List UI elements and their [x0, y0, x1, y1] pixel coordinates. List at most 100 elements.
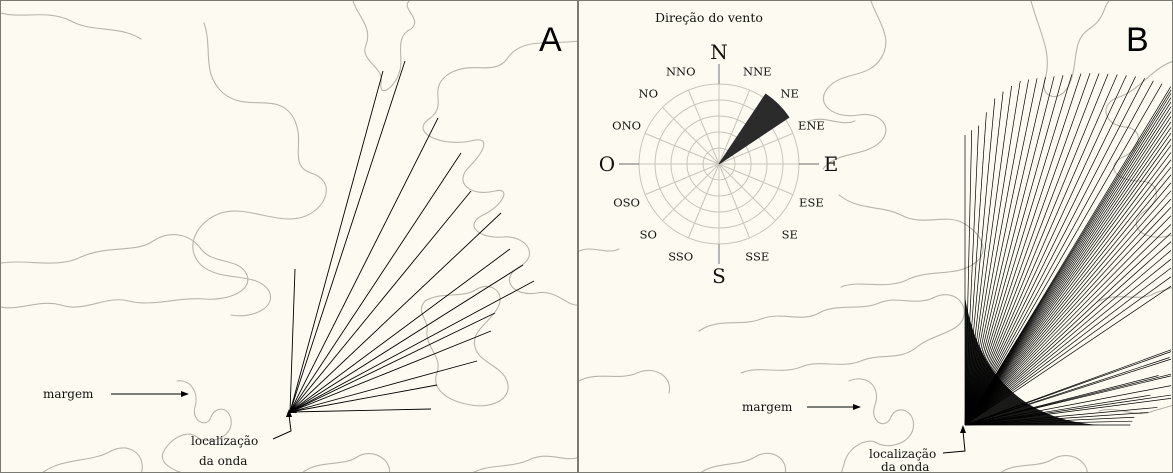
fetch-ray [289, 212, 502, 413]
fetch-ray [289, 248, 511, 413]
fetch-ray [289, 408, 432, 413]
fetch-ray [289, 152, 462, 413]
wind-direction-label-oso: OSO [613, 195, 640, 209]
fetch-ray [964, 116, 1172, 426]
wind-direction-label-s: S [712, 264, 726, 288]
wind-rose-labels: N NNE NE ENE E ESE SE SSE S SSO SO OSO O ONO NO NNO [599, 40, 839, 288]
wind-rose-title: Direção do vento [655, 10, 763, 25]
shoreline-left-a [1, 234, 249, 309]
fetch-ray [289, 117, 439, 413]
wave-location-label-line1-a: localização [191, 434, 258, 448]
panel-letter-a: A [539, 21, 562, 59]
fetch-ray [964, 111, 1172, 426]
wind-direction-label-sso: SSO [668, 249, 693, 263]
fetch-ray [964, 80, 1154, 426]
wind-direction-label-sse: SSE [745, 249, 769, 263]
fetch-ray-dense-base [965, 297, 1101, 425]
fetch-ray [289, 280, 535, 413]
fetch-ray [289, 264, 524, 413]
wave-location-label-line1-b: localização [869, 447, 936, 461]
wind-rose-spoke [662, 107, 720, 165]
shoreline-inlet-b [822, 1, 887, 170]
wind-direction-label-se: SE [782, 228, 798, 242]
fetch-ray [964, 132, 1172, 426]
wave-location-label-line2-a: da onda [199, 454, 247, 468]
wind-rose-spoke [644, 132, 720, 165]
wind-direction-label-nno: NNO [666, 65, 696, 79]
wind-rose-spoke [687, 89, 720, 165]
wind-rose-spoke [718, 132, 794, 165]
shoreline-inlet-a [192, 22, 327, 317]
wind-direction-label-o: O [599, 152, 615, 176]
shoreline-compass-area-b [579, 118, 856, 252]
fetch-ray [289, 190, 472, 413]
wind-rose-spoke [718, 163, 776, 221]
fetch-ray [964, 83, 1163, 426]
shoreline-mid-b [838, 194, 984, 288]
wind-rose-ne-sector [718, 93, 790, 165]
fetch-ray [964, 76, 1136, 426]
fetch-rays-b [964, 73, 1172, 426]
shoreline-right-a [422, 40, 577, 306]
shoreline-a [1, 1, 577, 472]
wind-rose-spoke [718, 163, 794, 196]
fetch-ray [964, 138, 1172, 426]
wind-direction-label-no: NO [639, 86, 659, 100]
fetch-ray [964, 144, 1172, 426]
fetch-ray [964, 121, 1172, 426]
wind-direction-label-so: SO [640, 228, 657, 242]
wind-direction-label-ene: ENE [798, 119, 825, 133]
wind-direction-label-ono: ONO [612, 119, 641, 133]
wave-location-marker-a: localização da onda [191, 409, 292, 468]
fetch-ray [964, 93, 1172, 426]
wind-direction-label-ne: NE [780, 86, 798, 100]
fetch-ray [964, 127, 1172, 426]
shoreline-right-low-b [1098, 287, 1172, 415]
wave-location-label-line2-b: da onda [881, 460, 929, 473]
wind-rose-spoke [718, 163, 751, 239]
shoreline-low-right-a [420, 285, 509, 407]
shoreline-bottom-a [161, 380, 232, 472]
fetch-ray [289, 312, 496, 413]
panel-a-map: margem localização da onda [1, 1, 577, 472]
wind-direction-label-ese: ESE [799, 195, 824, 209]
wind-rose-spoke [718, 89, 751, 165]
shoreline-bottom-b [841, 378, 914, 472]
wind-rose: N NNE NE ENE E ESE SE SSE S SSO SO OSO O ONO NO NNO Dir… [599, 10, 839, 288]
panel-letter-b: B [1126, 21, 1149, 59]
fetch-ray [964, 106, 1172, 426]
fetch-ray [964, 78, 1145, 426]
fetch-ray [964, 101, 1172, 426]
wind-direction-label-e: E [824, 152, 839, 176]
fetch-ray [964, 75, 1127, 426]
wind-direction-label-nne: NNE [743, 65, 772, 79]
margin-arrow-b: margem [742, 400, 861, 414]
margin-label-b: margem [742, 400, 793, 414]
fetch-ray [289, 384, 438, 413]
panel-a: margem localização da onda A [0, 0, 578, 473]
wind-direction-label-n: N [710, 40, 728, 64]
shoreline-left-b [698, 294, 965, 374]
margin-arrow-a: margem [43, 387, 189, 401]
shoreline-corner-b [579, 369, 1088, 472]
wind-rose-spoke [662, 163, 720, 221]
margin-label-a: margem [43, 387, 94, 401]
fetch-ray [289, 268, 296, 413]
fetch-ray [289, 70, 384, 413]
panel-b-map: N NNE NE ENE E ESE SE SSE S SSO SO OSO O ONO NO NNO Dir… [579, 1, 1172, 473]
fetch-ray [289, 330, 492, 413]
panel-b: N NNE NE ENE E ESE SE SSE S SSO SO OSO O ONO NO NNO Dir… [578, 0, 1173, 473]
shoreline-b [579, 1, 1172, 472]
fetch-rays-a [287, 60, 535, 413]
wind-rose-spoke [687, 163, 720, 239]
shoreline-top-a [352, 1, 416, 92]
wind-rose-spoke [644, 163, 720, 196]
shoreline-far-left-a [1, 12, 142, 40]
wave-location-marker-b: localização da onda [869, 425, 966, 473]
wind-rose-grid [619, 64, 819, 264]
shoreline-right-b [1105, 61, 1172, 238]
fetch-ray [964, 97, 1172, 426]
shoreline-top-b [1030, 1, 1110, 97]
fetch-ray [289, 60, 406, 413]
fetch-ray [289, 360, 478, 413]
